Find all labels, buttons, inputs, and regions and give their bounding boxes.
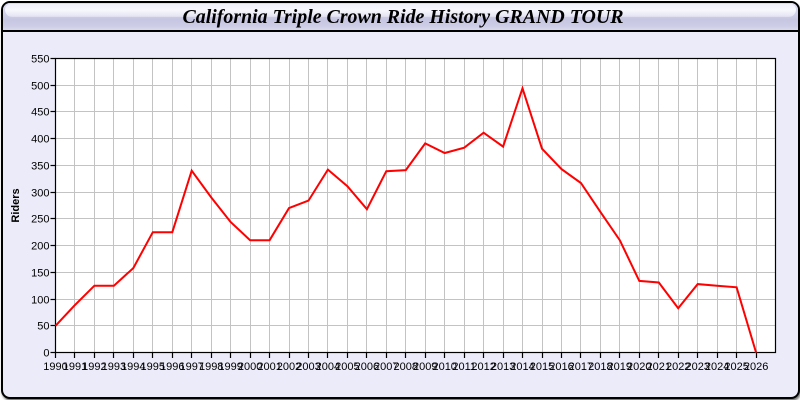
svg-text:2020: 2020 (627, 361, 651, 373)
svg-text:550: 550 (31, 54, 49, 66)
svg-text:1993: 1993 (102, 361, 126, 373)
svg-text:2024: 2024 (705, 361, 729, 373)
svg-text:2019: 2019 (608, 361, 632, 373)
svg-text:1996: 1996 (160, 361, 184, 373)
svg-text:2010: 2010 (432, 361, 456, 373)
svg-text:100: 100 (31, 295, 49, 307)
svg-text:2016: 2016 (549, 361, 573, 373)
svg-text:200: 200 (31, 241, 49, 253)
svg-text:1995: 1995 (141, 361, 165, 373)
svg-text:1990: 1990 (43, 361, 67, 373)
svg-text:0: 0 (43, 348, 49, 360)
svg-text:1992: 1992 (82, 361, 106, 373)
svg-text:150: 150 (31, 268, 49, 280)
svg-text:250: 250 (31, 214, 49, 226)
svg-text:350: 350 (31, 161, 49, 173)
svg-text:Riders: Riders (10, 188, 22, 222)
svg-text:500: 500 (31, 81, 49, 93)
svg-text:2014: 2014 (510, 361, 534, 373)
svg-text:1999: 1999 (218, 361, 242, 373)
svg-text:2008: 2008 (394, 361, 418, 373)
svg-text:2003: 2003 (296, 361, 320, 373)
svg-text:2026: 2026 (744, 361, 768, 373)
svg-text:1998: 1998 (199, 361, 223, 373)
svg-text:2021: 2021 (647, 361, 671, 373)
svg-text:2005: 2005 (335, 361, 359, 373)
svg-text:1991: 1991 (63, 361, 87, 373)
svg-text:2025: 2025 (724, 361, 748, 373)
svg-text:1994: 1994 (121, 361, 145, 373)
svg-text:2015: 2015 (530, 361, 554, 373)
svg-text:2023: 2023 (685, 361, 709, 373)
svg-text:2013: 2013 (491, 361, 515, 373)
svg-text:2001: 2001 (257, 361, 281, 373)
svg-text:2018: 2018 (588, 361, 612, 373)
svg-text:300: 300 (31, 188, 49, 200)
svg-text:2006: 2006 (355, 361, 379, 373)
svg-text:50: 50 (37, 321, 49, 333)
svg-text:2017: 2017 (569, 361, 593, 373)
svg-text:2004: 2004 (316, 361, 340, 373)
svg-text:2022: 2022 (666, 361, 690, 373)
svg-text:2007: 2007 (374, 361, 398, 373)
svg-text:400: 400 (31, 134, 49, 146)
svg-text:2009: 2009 (413, 361, 437, 373)
svg-text:2002: 2002 (277, 361, 301, 373)
svg-text:1997: 1997 (179, 361, 203, 373)
svg-text:2012: 2012 (471, 361, 495, 373)
svg-text:2011: 2011 (452, 361, 476, 373)
svg-text:450: 450 (31, 107, 49, 119)
svg-text:2000: 2000 (238, 361, 262, 373)
